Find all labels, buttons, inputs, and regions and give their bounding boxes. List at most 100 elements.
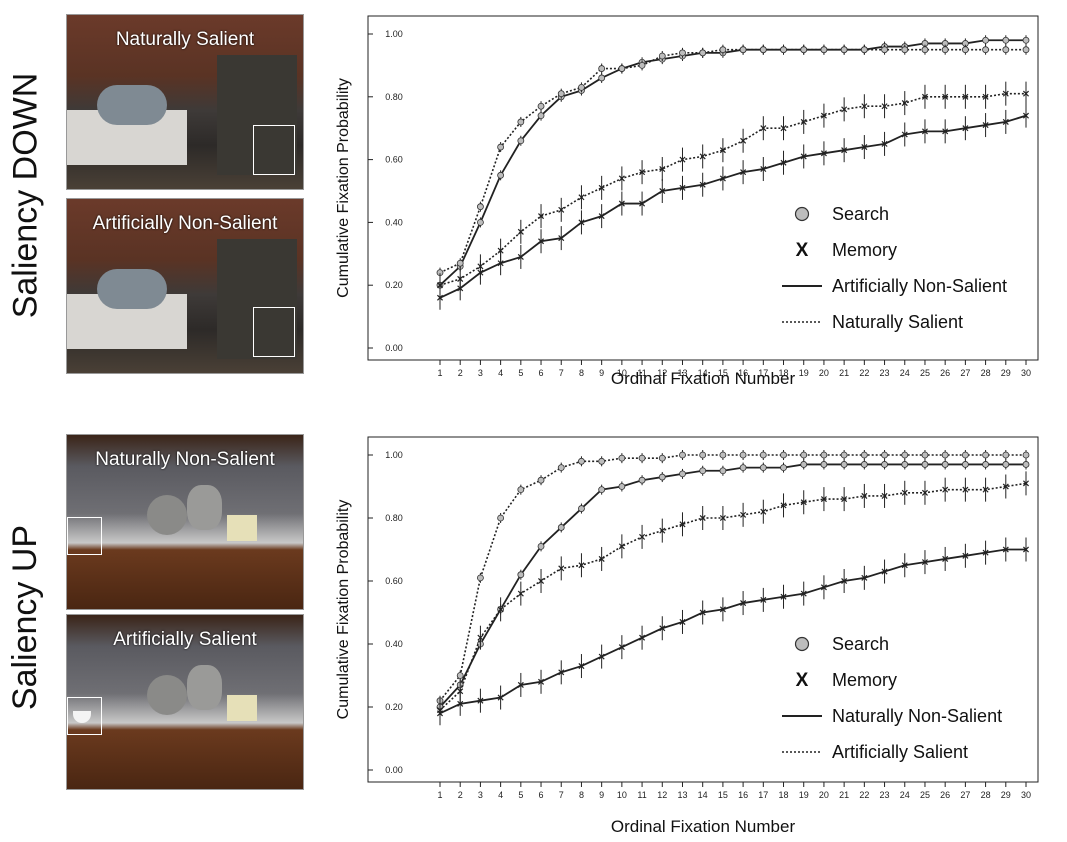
data-point	[1022, 546, 1030, 553]
data-point	[497, 694, 504, 701]
data-point	[820, 112, 827, 119]
data-point	[699, 514, 706, 522]
data-point	[537, 112, 545, 120]
data-point	[901, 46, 909, 54]
x-tick-label: 1	[437, 790, 442, 800]
data-point	[639, 169, 646, 176]
data-point	[941, 461, 949, 468]
data-point	[497, 514, 505, 522]
data-point	[961, 461, 969, 468]
x-tick-label: 10	[617, 368, 627, 378]
y-tick-label: 0.60	[385, 576, 403, 586]
x-tick-label: 25	[920, 790, 930, 800]
data-point	[982, 549, 989, 556]
scene-photo-naturally-salient: Naturally Salient	[66, 14, 304, 190]
legend-label: Memory	[832, 670, 897, 690]
data-point	[921, 451, 929, 459]
data-point	[557, 464, 565, 471]
data-point	[921, 93, 928, 100]
data-point	[982, 46, 989, 54]
data-point	[618, 454, 626, 462]
x-tick-label: 22	[859, 368, 869, 378]
x-tick-label: 26	[940, 790, 950, 800]
x-tick-label: 13	[677, 368, 687, 378]
data-point	[719, 175, 726, 182]
data-point	[659, 625, 666, 632]
data-point	[921, 46, 929, 54]
data-point	[921, 461, 929, 468]
data-point	[820, 461, 828, 468]
x-tick-label: 5	[518, 790, 523, 800]
data-point	[942, 128, 949, 135]
legend-label: Artificially Non-Salient	[832, 276, 1007, 296]
target-box	[67, 697, 102, 735]
data-point	[558, 565, 565, 572]
data-point	[901, 451, 909, 459]
data-point	[1022, 90, 1030, 97]
data-point	[538, 238, 545, 245]
data-point	[699, 181, 706, 188]
data-point	[618, 65, 626, 72]
y-tick-label: 1.00	[385, 450, 403, 460]
data-point	[1002, 546, 1009, 553]
data-point	[800, 499, 807, 506]
data-point	[658, 473, 666, 481]
x-tick-label: 22	[859, 790, 869, 800]
data-point	[659, 187, 666, 195]
data-point	[861, 492, 868, 499]
scene-photo-naturally-non-salient: Naturally Non-Salient	[66, 434, 304, 610]
data-point	[740, 169, 747, 176]
x-tick-label: 13	[677, 790, 687, 800]
x-tick-label: 5	[518, 368, 523, 378]
data-point	[538, 678, 545, 685]
data-point	[679, 470, 686, 478]
data-point	[558, 669, 565, 676]
data-point	[861, 144, 868, 151]
x-tick-label: 21	[839, 790, 849, 800]
data-point	[860, 46, 868, 54]
y-tick-label: 0.20	[385, 280, 403, 290]
x-tick-label: 20	[819, 790, 829, 800]
x-tick-label: 28	[981, 790, 991, 800]
data-point	[739, 46, 747, 54]
x-tick-label: 15	[718, 790, 728, 800]
data-point	[982, 36, 989, 44]
data-point	[456, 672, 464, 679]
data-point	[840, 46, 848, 54]
x-tick-label: 21	[839, 368, 849, 378]
y-axis-label: Cumulative Fixation Probability	[335, 78, 352, 298]
data-point	[881, 46, 888, 54]
x-tick-label: 11	[637, 790, 646, 800]
data-point	[639, 200, 646, 207]
x-tick-label: 3	[478, 368, 483, 378]
x-tick-label: 2	[458, 368, 463, 378]
legend-circle-marker	[794, 206, 810, 222]
data-point	[841, 106, 848, 113]
x-tick-label: 20	[819, 368, 829, 378]
legend-entry: Search	[794, 634, 889, 654]
x-tick-label: 30	[1021, 790, 1031, 800]
x-axis-label: Ordinal Fixation Number	[611, 369, 796, 388]
data-point	[760, 165, 767, 173]
data-point	[760, 508, 767, 515]
data-point	[861, 574, 868, 581]
data-point	[497, 606, 504, 613]
data-point	[961, 46, 969, 54]
data-point	[759, 46, 767, 54]
data-point	[598, 184, 605, 191]
data-point	[962, 125, 969, 132]
data-point	[759, 464, 767, 471]
target-box	[253, 307, 295, 357]
data-point	[719, 467, 727, 475]
data-point	[497, 260, 504, 267]
data-point	[558, 235, 565, 242]
y-tick-label: 0.80	[385, 513, 403, 523]
data-point	[659, 527, 666, 534]
x-tick-label: 16	[738, 790, 748, 800]
data-point	[1022, 46, 1030, 54]
data-point	[517, 590, 524, 597]
data-point	[760, 125, 767, 132]
data-point	[780, 46, 787, 54]
legend-circle-marker	[794, 636, 810, 652]
data-point	[679, 49, 686, 57]
